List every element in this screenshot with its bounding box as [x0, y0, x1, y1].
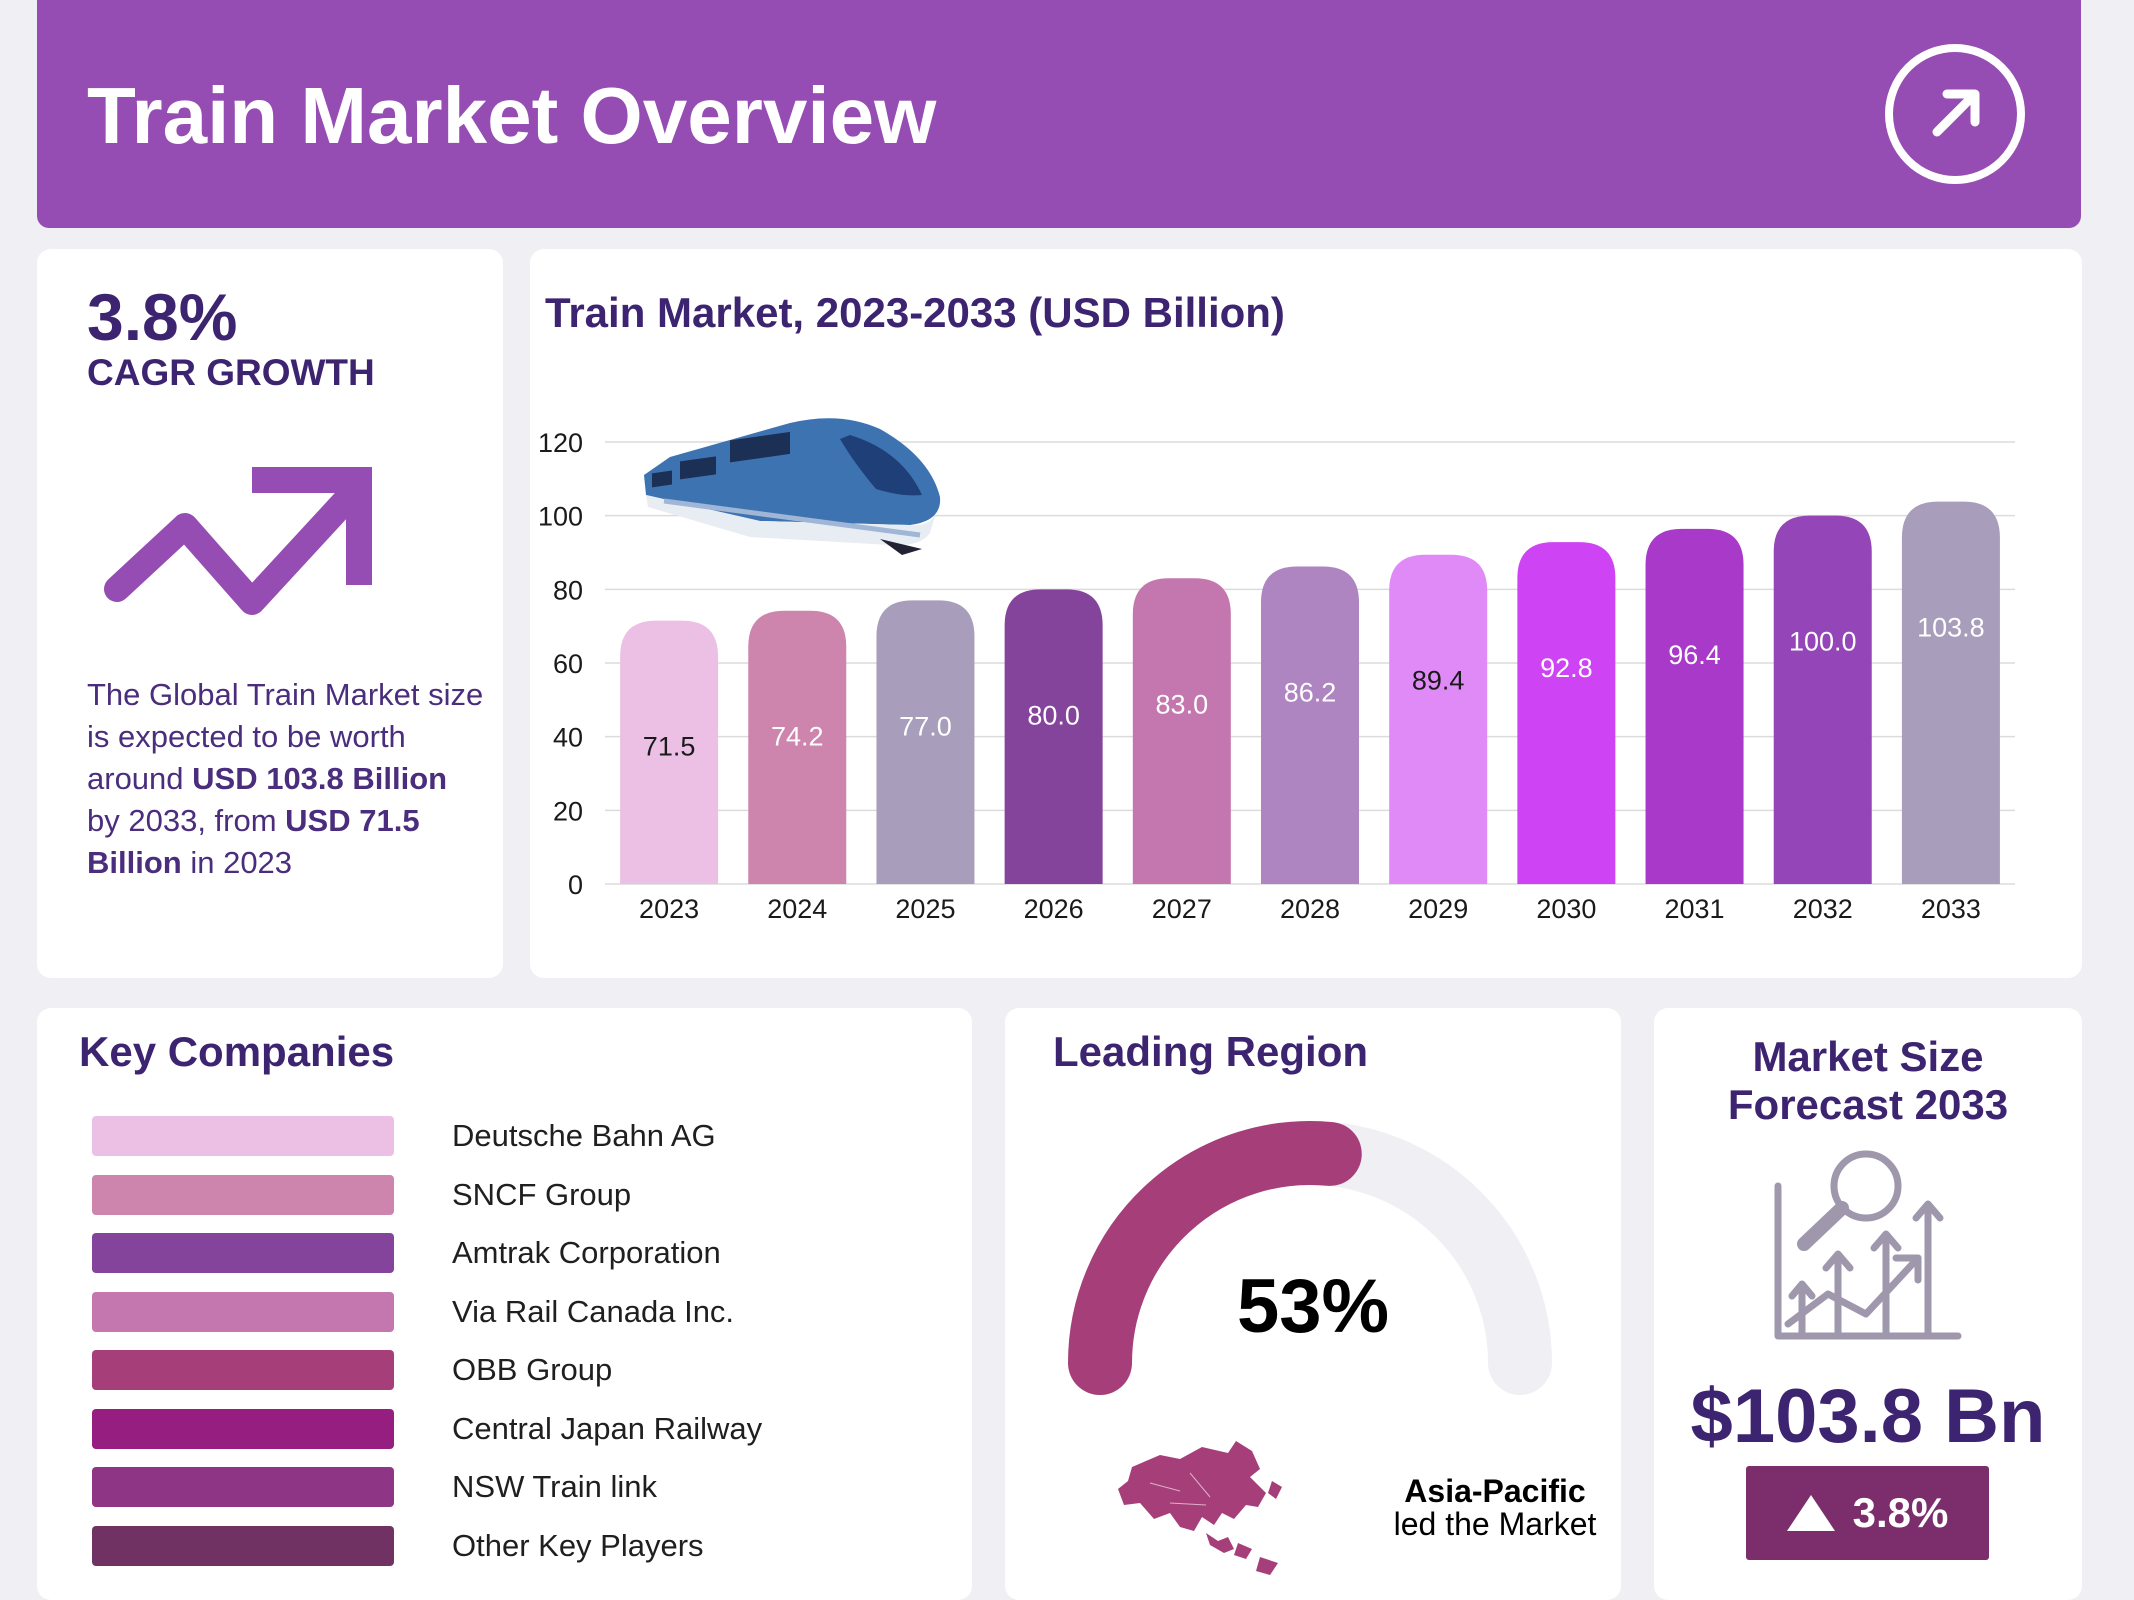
asia-pacific-map-icon	[1118, 1441, 1282, 1575]
cagr-card: 3.8% CAGR GROWTH The Global Train Market…	[37, 249, 503, 978]
company-color-swatch	[92, 1408, 394, 1449]
x-tick-label: 2033	[1921, 894, 1981, 924]
region-title: Leading Region	[1053, 1028, 1368, 1075]
bar-chart: 0 20 40 60 80 100 120 71.5 2023 74.2 2024 77.0 2025 8…	[538, 428, 2015, 924]
company-name: Other Key Players	[452, 1527, 704, 1563]
bar-2024[interactable]	[748, 610, 847, 884]
bar-value-label: 96.4	[1668, 640, 1721, 670]
x-tick-label: 2031	[1665, 894, 1725, 924]
x-tick-label: 2025	[895, 894, 955, 924]
company-row: Central Japan Railway	[92, 1408, 872, 1449]
company-row: Other Key Players	[92, 1525, 872, 1566]
bar-2023[interactable]	[620, 620, 719, 884]
bar-value-label: 77.0	[899, 711, 952, 741]
region-name: Asia-Pacific	[1404, 1473, 1586, 1509]
company-name: Deutsche Bahn AG	[452, 1118, 716, 1153]
bar-value-label: 100.0	[1789, 627, 1857, 657]
bar-2028[interactable]	[1261, 566, 1359, 884]
company-color-swatch	[92, 1174, 394, 1215]
cagr-description: The Global Train Market size is expected…	[87, 677, 484, 880]
bar-value-label: 74.2	[771, 722, 824, 752]
company-row: SNCF Group	[92, 1174, 872, 1215]
y-tick-label: 0	[568, 870, 583, 900]
forecast-title-line2: Forecast 2033	[1727, 1081, 2009, 1128]
x-tick-label: 2029	[1408, 894, 1468, 924]
company-row: OBB Group	[92, 1350, 872, 1390]
chart-title: Train Market, 2023-2033 (USD Billion)	[545, 289, 1285, 336]
gauge-fill	[1068, 1121, 1362, 1395]
x-tick-label: 2030	[1536, 894, 1596, 924]
region-subtitle: led the Market	[1393, 1506, 1597, 1542]
company-name: Amtrak Corporation	[452, 1235, 721, 1270]
company-row: Amtrak Corporation	[92, 1233, 872, 1273]
y-tick-label: 120	[538, 428, 583, 458]
y-tick-label: 20	[553, 796, 583, 826]
y-tick-label: 40	[553, 723, 583, 753]
forecast-card: Market Size Forecast 2033 $103.8 Bn 3.8%	[1654, 1008, 2082, 1600]
y-tick-label: 60	[553, 649, 583, 679]
company-color-swatch	[92, 1467, 394, 1507]
company-name: SNCF Group	[452, 1176, 632, 1212]
region-card: Leading Region 53% Asia-Pacific led the …	[1005, 1008, 1621, 1600]
region-share-value: 53%	[1236, 1264, 1390, 1349]
bar-value-label: 92.8	[1540, 653, 1593, 683]
bar-2032[interactable]	[1773, 515, 1872, 884]
bar-value-label: 80.0	[1027, 700, 1080, 730]
company-name: Central Japan Railway	[452, 1410, 763, 1446]
bar-value-label: 71.5	[643, 732, 696, 762]
x-tick-label: 2026	[1024, 894, 1084, 924]
triangle-up-icon	[1786, 1495, 1835, 1531]
forecast-growth-badge: 3.8%	[1746, 1466, 1989, 1560]
page-title: Train Market Overview	[87, 71, 937, 160]
forecast-value: $103.8 Bn	[1690, 1374, 2046, 1459]
company-color-swatch	[92, 1350, 394, 1390]
train-icon	[644, 418, 941, 555]
company-name: OBB Group	[452, 1352, 613, 1387]
bar-2031[interactable]	[1645, 528, 1744, 884]
cagr-label: CAGR GROWTH	[87, 352, 375, 393]
bar-2030[interactable]	[1517, 542, 1616, 884]
bar-2029[interactable]	[1389, 554, 1488, 884]
chart-card: Train Market, 2023-2033 (USD Billion) 0 2…	[530, 249, 2082, 978]
company-row: Deutsche Bahn AG	[92, 1116, 872, 1156]
x-tick-label: 2032	[1793, 894, 1853, 924]
bar-2026[interactable]	[1004, 589, 1103, 884]
cagr-value: 3.8%	[87, 280, 238, 354]
x-tick-label: 2023	[639, 894, 699, 924]
companies-title: Key Companies	[79, 1028, 395, 1075]
company-name: NSW Train link	[452, 1469, 657, 1504]
forecast-title-line1: Market Size	[1752, 1033, 1984, 1080]
forecast-title: Market Size Forecast 2033	[1654, 1033, 2082, 1129]
bar-2027[interactable]	[1132, 578, 1231, 884]
company-color-swatch	[92, 1116, 394, 1156]
company-row: Via Rail Canada Inc.	[92, 1291, 872, 1332]
bar-2025[interactable]	[876, 600, 975, 884]
bar-value-label: 86.2	[1284, 677, 1337, 707]
company-color-swatch	[92, 1525, 394, 1566]
x-tick-label: 2024	[767, 894, 827, 924]
bar-value-label: 83.0	[1156, 689, 1209, 719]
region-gauge	[1068, 1121, 1552, 1395]
x-tick-label: 2027	[1152, 894, 1212, 924]
company-row: NSW Train link	[92, 1467, 872, 1507]
x-tick-label: 2028	[1280, 894, 1340, 924]
header-banner: Train Market Overview	[37, 0, 2081, 228]
forecast-growth-value: 3.8%	[1852, 1489, 1949, 1536]
company-color-swatch	[92, 1291, 394, 1332]
arrow-up-right-icon[interactable]	[1885, 44, 2025, 184]
y-tick-label: 80	[553, 575, 583, 605]
trend-up-icon	[104, 467, 372, 615]
company-name: Via Rail Canada Inc.	[452, 1293, 735, 1329]
companies-card: Key Companies Deutsche Bahn AG SNCF Group…	[37, 1008, 972, 1600]
growth-chart-icon	[1774, 1150, 1962, 1340]
bar-value-label: 103.8	[1917, 613, 1985, 643]
company-color-swatch	[92, 1233, 394, 1273]
y-tick-label: 100	[538, 502, 583, 532]
bar-value-label: 89.4	[1412, 666, 1465, 696]
bar-2033[interactable]	[1901, 501, 2000, 884]
